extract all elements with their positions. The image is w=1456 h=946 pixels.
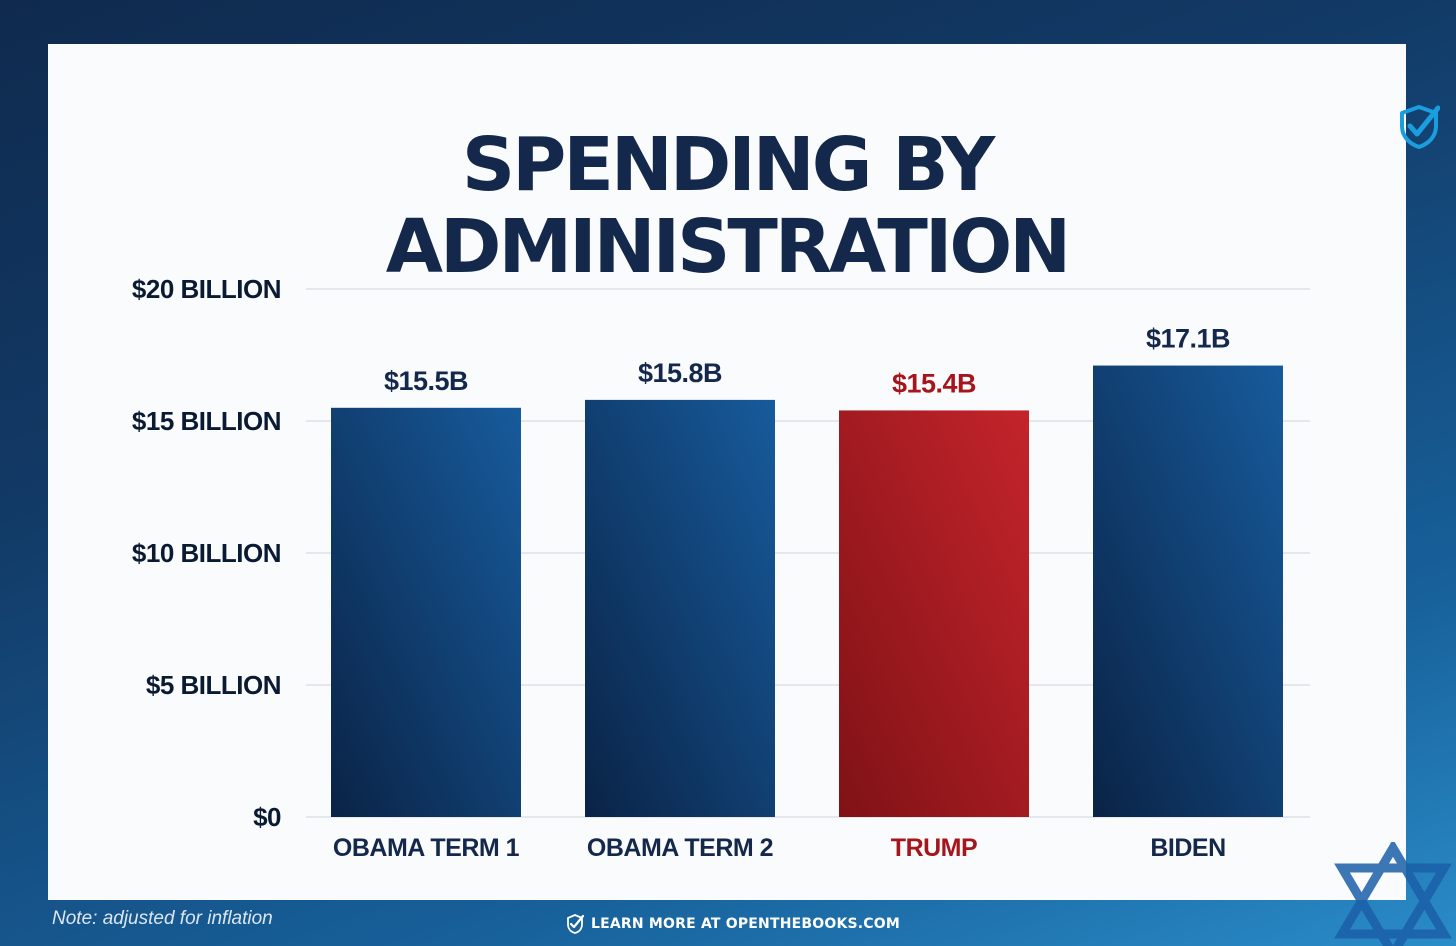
value-label: $17.1B [1146, 324, 1230, 354]
x-tick-label: OBAMA TERM 2 [587, 834, 773, 862]
title-line-2: ADMINISTRATION [385, 204, 1071, 290]
x-tick-label: TRUMP [891, 834, 977, 862]
bar-obama-term-1 [331, 407, 521, 817]
y-tick-label: $15 BILLION [132, 406, 281, 436]
shield-check-icon [1400, 105, 1440, 149]
star-of-david-icon [1334, 842, 1452, 946]
y-axis-ticks: $0 $5 BILLION $10 BILLION $15 BILLION $20 BI… [132, 274, 282, 832]
chart-title: SPENDING BY ADMINISTRATION [48, 124, 1406, 288]
x-tick-label: OBAMA TERM 1 [333, 834, 520, 862]
title-line-1: SPENDING BY [461, 122, 995, 208]
footnote: Note: adjusted for inflation [52, 908, 273, 929]
footer-link[interactable]: LEARN MORE AT OPENTHEBOOKS.COM [566, 912, 900, 936]
value-label: $15.5B [384, 366, 468, 396]
footer-text: LEARN MORE AT OPENTHEBOOKS.COM [591, 916, 901, 932]
y-tick-label: $10 BILLION [132, 538, 281, 568]
y-tick-label: $5 BILLION [146, 670, 281, 700]
bar-obama-term-2 [585, 399, 775, 817]
bar-trump [839, 410, 1029, 817]
value-label: $15.8B [638, 358, 722, 388]
x-axis-labels: OBAMA TERM 1 OBAMA TERM 2 TRUMP BIDEN [333, 834, 1226, 862]
value-label: $15.4B [892, 368, 976, 398]
bar-biden [1093, 365, 1283, 817]
value-labels: $15.5B $15.8B $15.4B $17.1B [384, 324, 1231, 399]
bars [331, 365, 1283, 817]
y-tick-label: $20 BILLION [132, 274, 281, 304]
x-tick-label: BIDEN [1150, 834, 1225, 862]
y-tick-label: $0 [253, 802, 281, 832]
shield-check-icon [567, 914, 584, 934]
